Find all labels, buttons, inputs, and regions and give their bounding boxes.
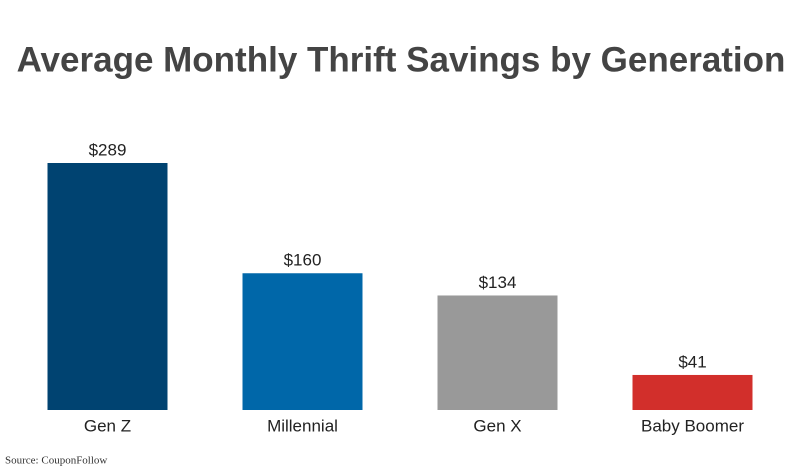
bar	[242, 273, 363, 410]
value-label: $134	[479, 273, 517, 292]
x-tick-label: Gen X	[473, 416, 521, 435]
x-tick-label: Gen Z	[84, 416, 131, 435]
bar	[47, 163, 168, 410]
bar	[632, 374, 753, 410]
x-tick-label: Baby Boomer	[641, 416, 744, 435]
value-label: $160	[284, 251, 322, 270]
value-label: $41	[678, 352, 706, 371]
source-note: Source: CouponFollow	[5, 455, 107, 467]
chart-title: Average Monthly Thrift Savings by Genera…	[17, 40, 786, 79]
x-tick-label: Millennial	[267, 416, 338, 435]
bar	[437, 295, 558, 410]
value-label: $289	[89, 140, 127, 159]
